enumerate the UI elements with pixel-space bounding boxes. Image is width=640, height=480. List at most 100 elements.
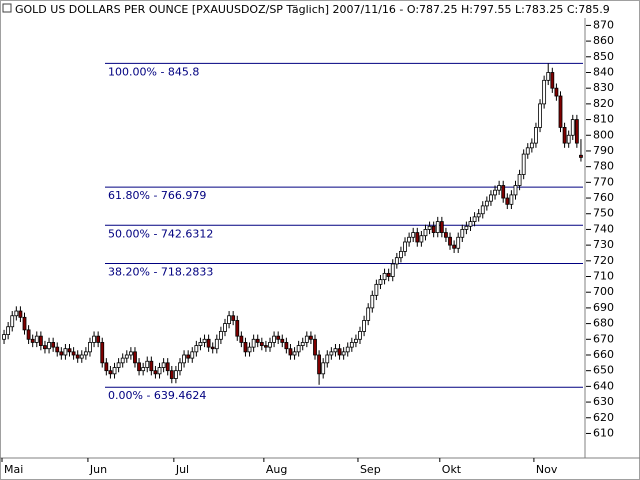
- candle-body: [6, 326, 11, 335]
- candle-body: [145, 360, 150, 368]
- candle-body: [51, 342, 56, 348]
- candle-body: [309, 335, 313, 340]
- candle-body: [554, 87, 559, 97]
- candle-body: [67, 348, 72, 353]
- candle-body: [468, 221, 473, 227]
- candle-body: [472, 216, 477, 222]
- candle-body: [186, 354, 191, 359]
- candle-body: [460, 229, 465, 238]
- candle-body: [18, 310, 23, 318]
- candle-body: [513, 185, 518, 196]
- y-tick-label: 740: [593, 222, 614, 235]
- y-tick-label: 850: [593, 50, 614, 63]
- candle-body: [2, 334, 6, 340]
- icon: [2, 3, 12, 13]
- candle-body: [239, 335, 244, 343]
- candle-body: [296, 345, 301, 353]
- candle-body: [161, 362, 166, 368]
- candle-body: [427, 225, 432, 230]
- y-tick-label: 690: [593, 301, 614, 314]
- candle-body: [280, 338, 285, 343]
- candle-body: [423, 229, 428, 237]
- candle-body: [55, 346, 60, 353]
- y-tick-label: 730: [593, 238, 614, 251]
- candle-body: [439, 221, 444, 233]
- candle-body: [26, 329, 31, 340]
- candle-body: [337, 348, 342, 356]
- candle-body: [329, 351, 334, 356]
- candle-body: [505, 197, 510, 205]
- y-tick-label: 650: [593, 364, 614, 377]
- candle-body: [153, 370, 158, 375]
- candle-body: [214, 338, 219, 350]
- candle-body: [284, 342, 289, 350]
- y-tick-label: 780: [593, 160, 614, 173]
- candle-body: [370, 294, 375, 309]
- y-tick-label: 610: [593, 426, 614, 439]
- candle-body: [59, 351, 64, 356]
- y-tick-label: 810: [593, 113, 614, 126]
- candle-body: [88, 342, 92, 353]
- candle-body: [534, 127, 538, 144]
- candle-body: [259, 342, 264, 346]
- candle-body: [116, 362, 121, 368]
- candle-body: [169, 370, 174, 379]
- candle-body: [276, 335, 281, 340]
- candle-body: [198, 342, 203, 346]
- y-tick-label: 760: [593, 191, 614, 204]
- candle-body: [464, 225, 469, 230]
- candle-body: [538, 103, 542, 128]
- candle-body: [399, 251, 403, 259]
- candle-body: [325, 354, 330, 364]
- candle-body: [120, 357, 125, 364]
- candle-body: [124, 354, 129, 359]
- candle-body: [411, 232, 416, 238]
- y-tick-label: 840: [593, 65, 614, 78]
- candle-body: [133, 351, 137, 364]
- y-tick-label: 820: [593, 97, 614, 110]
- fib-label: 50.00% - 742.6312: [108, 227, 213, 240]
- candle-body: [525, 147, 530, 155]
- candle-body: [407, 236, 412, 243]
- fib-label: 100.00% - 845.8: [108, 65, 199, 78]
- y-tick-label: 680: [593, 317, 614, 330]
- candle-body: [272, 335, 276, 343]
- candle-body: [394, 257, 399, 265]
- y-tick-label: 870: [593, 18, 614, 31]
- candle-body: [292, 351, 297, 356]
- candle-body: [243, 342, 248, 353]
- candle-body: [108, 370, 113, 375]
- y-tick-label: 770: [593, 175, 614, 188]
- y-tick-label: 720: [593, 254, 614, 267]
- candle-body: [22, 316, 27, 331]
- candle-body: [38, 335, 43, 346]
- candle-body: [313, 338, 317, 356]
- candle-body: [100, 342, 105, 364]
- candle-body: [366, 307, 371, 321]
- candle-body: [128, 351, 133, 356]
- y-tick-label: 790: [593, 144, 614, 157]
- y-tick-label: 670: [593, 332, 614, 345]
- candle-body: [521, 153, 526, 175]
- candle-body: [231, 315, 236, 321]
- candle-body: [509, 194, 514, 205]
- candle-body: [321, 362, 326, 375]
- candle-body: [210, 346, 215, 350]
- candle-body: [255, 338, 260, 343]
- candle-body: [149, 360, 154, 372]
- candle-body: [517, 174, 522, 186]
- y-tick-label: 750: [593, 207, 614, 220]
- candle-body: [431, 225, 436, 233]
- candle-body: [247, 346, 252, 353]
- y-tick-label: 640: [593, 379, 614, 392]
- candle-body: [112, 367, 117, 375]
- candle-body: [501, 185, 506, 199]
- candle-body: [10, 315, 15, 328]
- x-tick-label: Mai: [4, 463, 23, 476]
- candle-body: [43, 345, 47, 350]
- candle-body: [75, 354, 80, 359]
- x-tick-label: Nov: [536, 463, 558, 476]
- candle-body: [452, 244, 457, 249]
- candle-body: [218, 331, 223, 340]
- y-tick-label: 710: [593, 270, 614, 283]
